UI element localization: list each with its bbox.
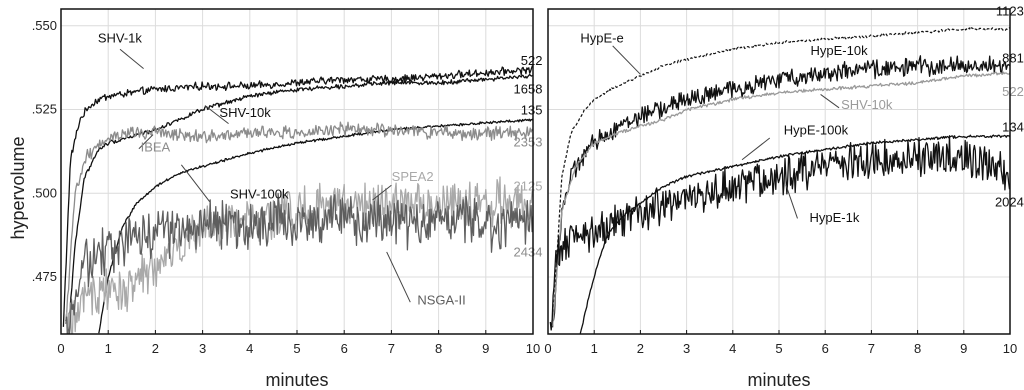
x-tick-label: 5: [293, 341, 300, 356]
x-tick-label: 9: [960, 341, 967, 356]
x-tick-label: 1: [591, 341, 598, 356]
annotation-label: HypE-1k: [810, 210, 860, 225]
annotation-label: 1658: [514, 81, 543, 96]
annotation-label: SPEA2: [392, 169, 434, 184]
x-tick-label: 6: [341, 341, 348, 356]
left-panel: SHV-1kSHV-10kSHV-100kIBEASPEA2NSGA-II522…: [32, 8, 543, 390]
series-line-ibea: [65, 121, 533, 324]
x-tick-label: 0: [544, 341, 551, 356]
annotation-label: 135: [521, 103, 543, 118]
x-tick-label: 10: [526, 341, 540, 356]
x-tick-label: 4: [729, 341, 736, 356]
annotation-leader: [119, 48, 144, 70]
x-tick-label: 5: [775, 341, 782, 356]
x-tick-label: 6: [822, 341, 829, 356]
x-tick-label: 7: [388, 341, 395, 356]
series-line-shv-10k: [67, 73, 533, 334]
series-line-hype-10k: [552, 55, 1010, 322]
y-tick-label: .525: [32, 102, 57, 117]
annotation-label: 2353: [514, 134, 543, 149]
x-tick-label: 9: [482, 341, 489, 356]
annotation-label: NSGA-II: [417, 293, 465, 308]
annotation-label: SHV-10k: [841, 97, 893, 112]
annotation-leader: [204, 105, 229, 124]
annotation-label: IBEA: [141, 139, 171, 154]
annotation-leader: [820, 94, 840, 109]
x-tick-label: 10: [1003, 341, 1017, 356]
annotation-leader: [741, 137, 771, 161]
annotation-leader: [138, 134, 154, 150]
annotation-label: 522: [1002, 84, 1024, 99]
annotation-label: 522: [521, 53, 543, 68]
annotation-label: SHV-10k: [219, 105, 271, 120]
series-line-spea2: [65, 176, 533, 334]
x-tick-label: 8: [914, 341, 921, 356]
series-line-nsga-ii: [65, 192, 533, 334]
series-line-shv-1k: [62, 65, 533, 327]
x-tick-label: 8: [435, 341, 442, 356]
annotation-leader: [386, 251, 411, 303]
x-tick-label: 2: [637, 341, 644, 356]
annotation-label: 2125: [514, 179, 543, 194]
y-tick-label: .500: [32, 185, 57, 200]
series-line-hype-100k: [579, 134, 1010, 334]
plot-area: [62, 65, 533, 334]
series-line-shv-100k: [98, 118, 533, 334]
x-tick-label: 7: [868, 341, 875, 356]
x-axis-title: minutes: [747, 370, 810, 390]
x-axis-title: minutes: [265, 370, 328, 390]
annotation-label: HypE-100k: [784, 123, 849, 138]
annotation-leader: [612, 45, 641, 75]
x-tick-label: 0: [57, 341, 64, 356]
annotation-label: SHV-1k: [98, 31, 143, 46]
annotation-label: HypE-10k: [811, 43, 869, 58]
x-tick-label: 4: [246, 341, 253, 356]
x-tick-label: 3: [683, 341, 690, 356]
series-line-hype-e: [552, 27, 1010, 328]
annotation-label: 2434: [514, 244, 543, 259]
x-tick-label: 3: [199, 341, 206, 356]
x-tick-label: 1: [105, 341, 112, 356]
annotation-label: SHV-100k: [230, 186, 289, 201]
annotation-leader: [372, 184, 392, 201]
annotation-leader: [180, 164, 211, 202]
y-axis-title: hypervolume: [8, 136, 28, 239]
plot-area: [549, 27, 1010, 334]
annotation-label: 134: [1002, 119, 1024, 134]
y-tick-label: .475: [32, 269, 57, 284]
annotation-label: 881: [1002, 51, 1024, 66]
x-tick-label: 2: [152, 341, 159, 356]
annotation-leader: [785, 184, 798, 219]
series-line-shv-10k: [551, 71, 1010, 327]
series-line-hype-1k: [549, 135, 1010, 331]
right-panel: HypE-eHypE-10kSHV-10kHypE-100kHypE-1k112…: [544, 4, 1023, 390]
annotation-label: HypE-e: [580, 31, 623, 46]
y-tick-label: .550: [32, 18, 57, 33]
